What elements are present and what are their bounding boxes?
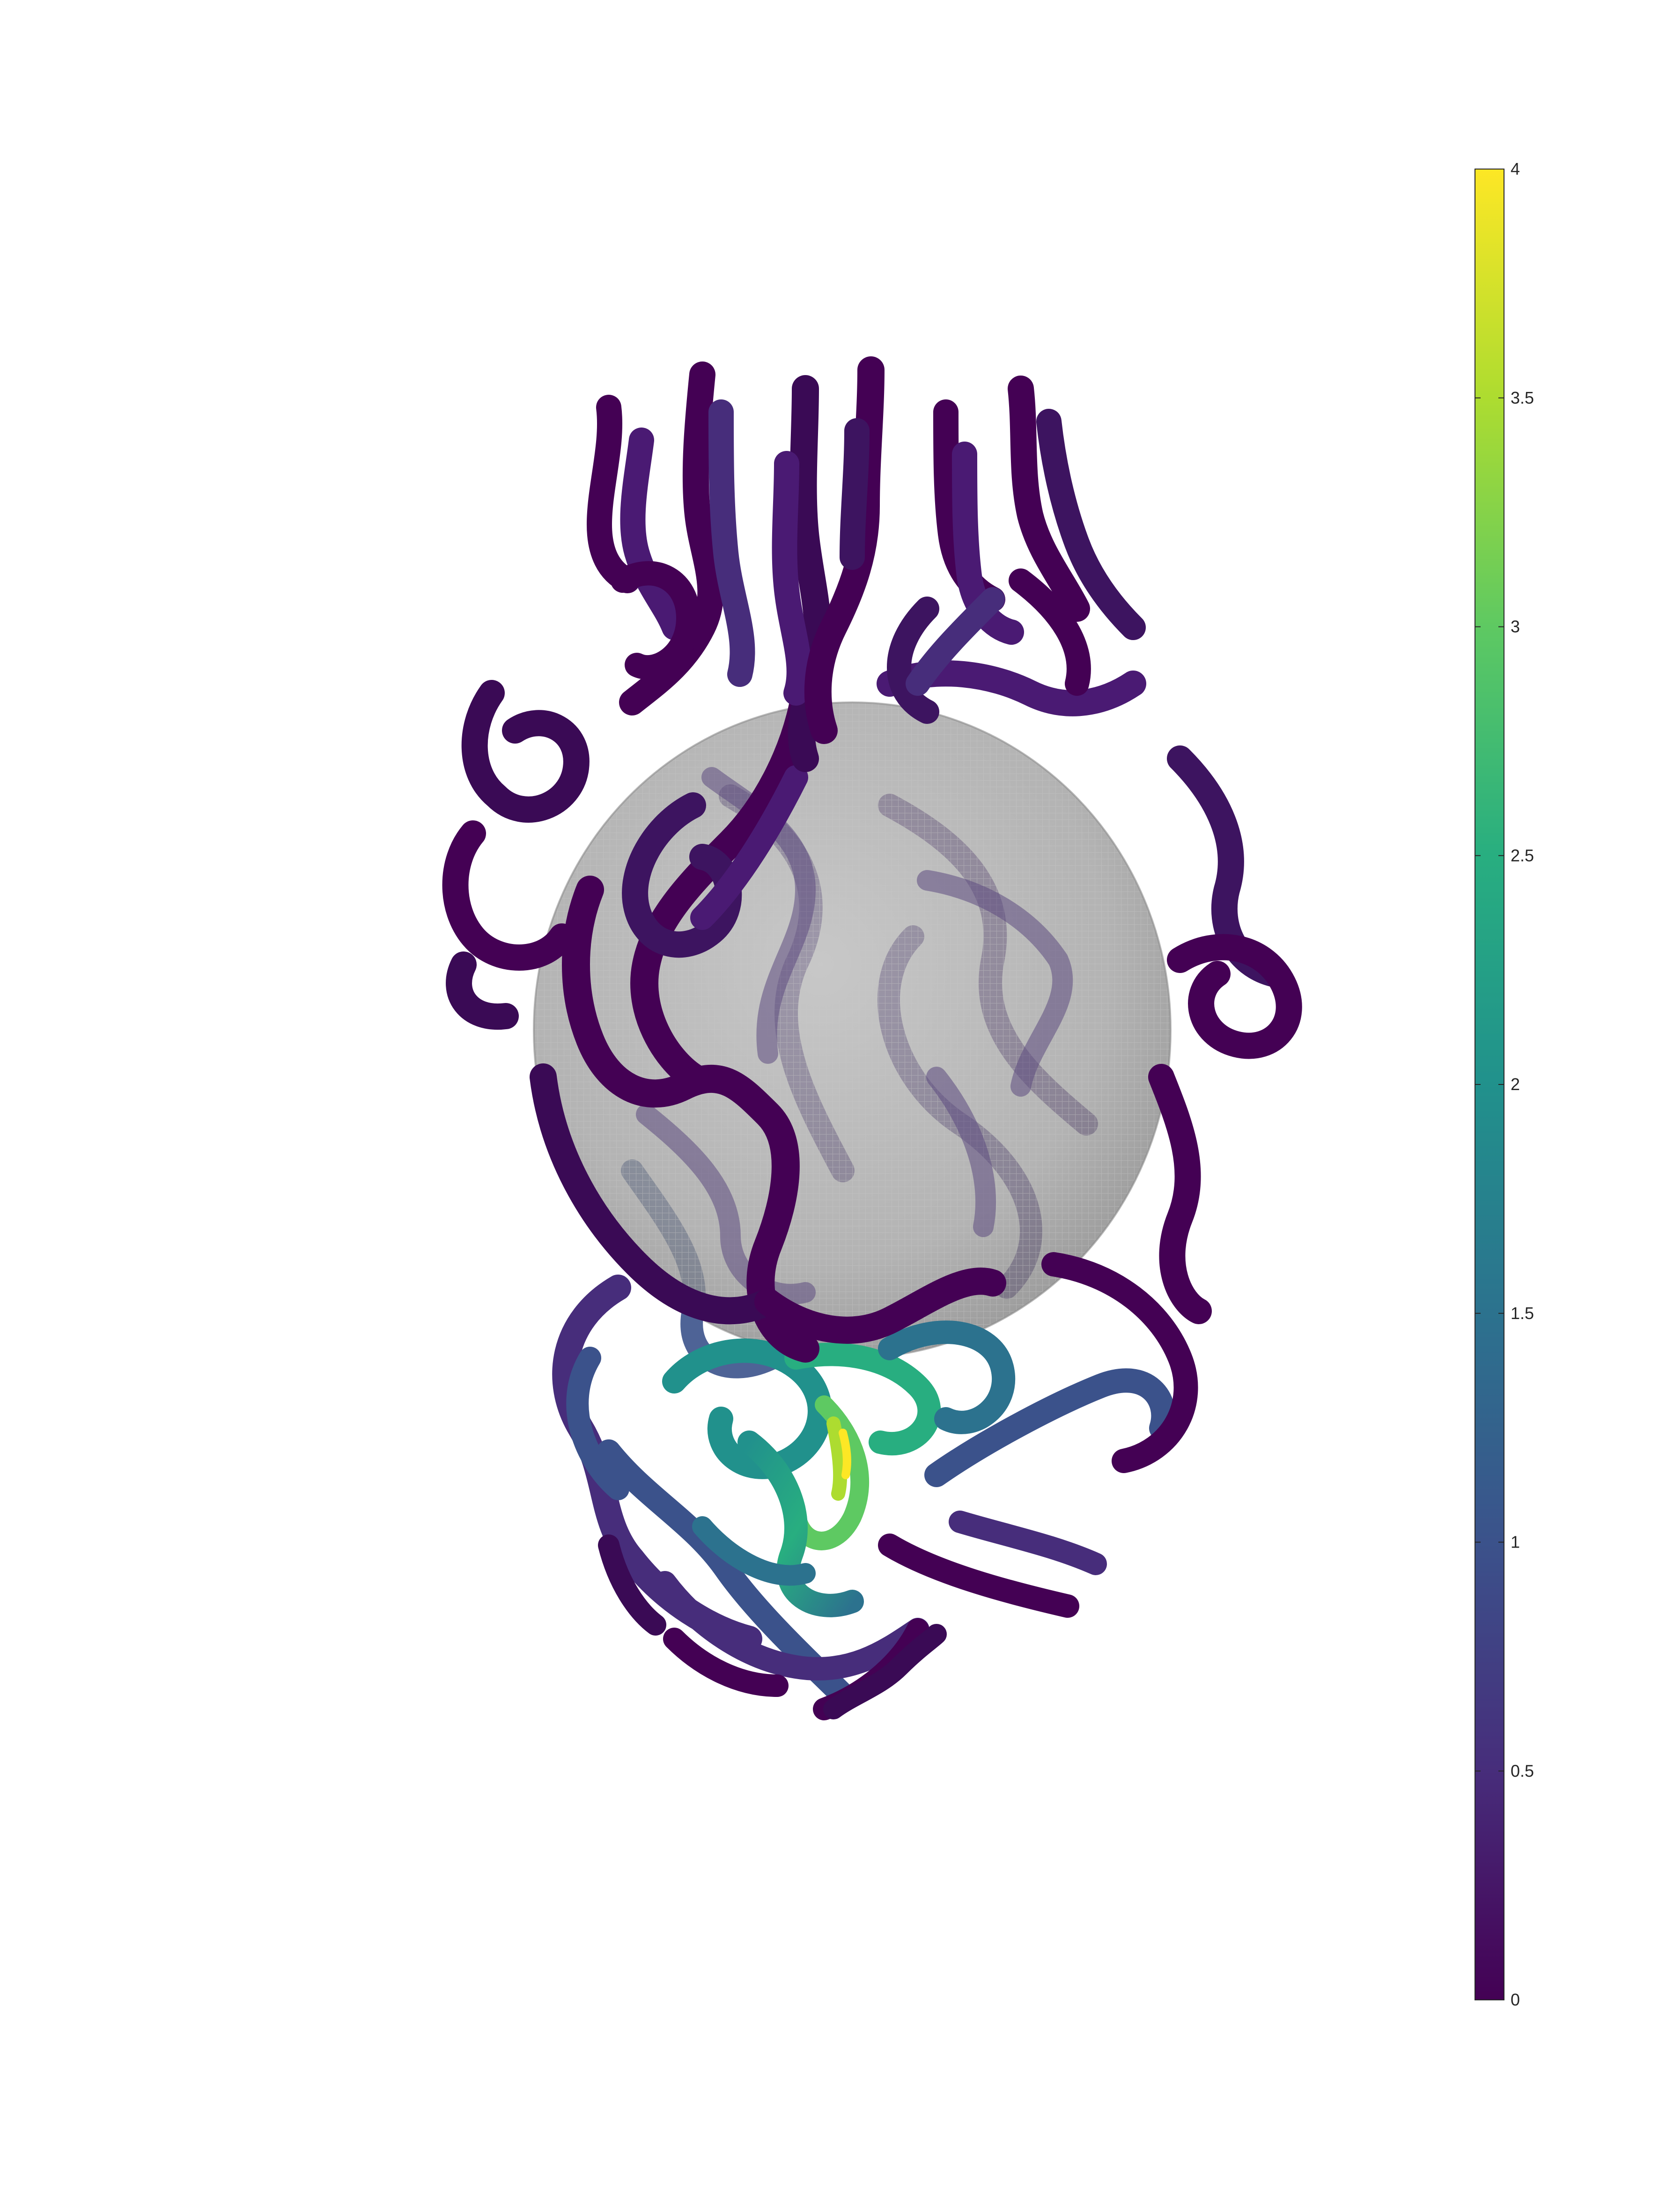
tube-tangle-lower: [552, 1252, 1198, 1720]
colorbar-ticks: [1475, 169, 1504, 2000]
colorbar-tick-label: 1: [1511, 1533, 1520, 1552]
colorbar-tick-label: 3: [1511, 617, 1520, 636]
colorbar-tick-label: 3.5: [1511, 388, 1534, 407]
tube-tails-bottom: [598, 1534, 947, 1719]
colorbar-tick-label: 2.5: [1511, 846, 1534, 865]
colorbar-tick-label: 4: [1511, 159, 1520, 178]
colorbar-tick-label: 0.5: [1511, 1761, 1534, 1780]
tube-columns-top: [587, 356, 1146, 772]
colorbar: 0 0.5 1 1.5 2 2.5 3 3.5 4: [1475, 159, 1534, 2009]
colorbar-tick-label: 0: [1511, 1990, 1520, 2009]
tube-loops-outer: [442, 568, 1302, 1324]
colorbar-tick-labels: 0 0.5 1 1.5 2 2.5 3 3.5 4: [1511, 159, 1534, 2009]
scene-3d: [442, 356, 1302, 1720]
tube-strands-front: [530, 679, 1006, 1363]
colorbar-tick-label: 1.5: [1511, 1304, 1534, 1323]
colorbar-tick-label: 2: [1511, 1075, 1520, 1094]
